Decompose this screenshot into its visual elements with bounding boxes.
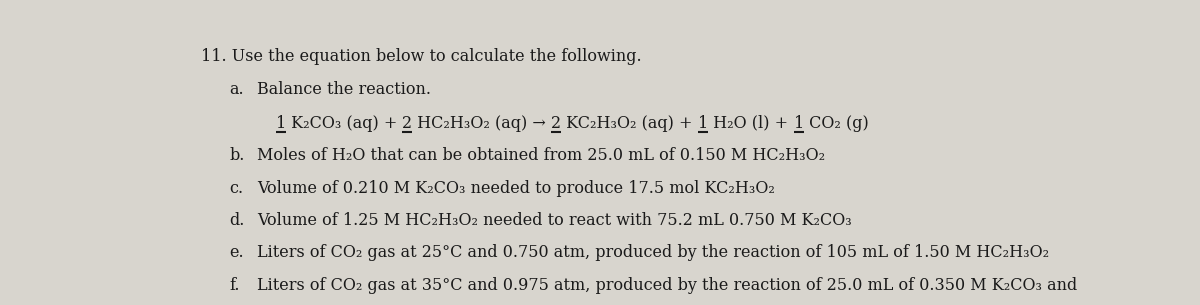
- Text: d.: d.: [229, 212, 245, 229]
- Text: 1: 1: [698, 115, 708, 132]
- Text: a.: a.: [229, 81, 244, 98]
- Text: 11. Use the equation below to calculate the following.: 11. Use the equation below to calculate …: [202, 48, 642, 65]
- Text: e.: e.: [229, 244, 244, 261]
- Text: b.: b.: [229, 147, 245, 164]
- Text: 2: 2: [402, 115, 413, 132]
- Text: HC₂H₃O₂ (aq) →: HC₂H₃O₂ (aq) →: [413, 115, 551, 132]
- Text: H₂O (l) +: H₂O (l) +: [708, 115, 793, 132]
- Text: Moles of H₂O that can be obtained from 25.0 mL of 0.150 M HC₂H₃O₂: Moles of H₂O that can be obtained from 2…: [257, 147, 826, 164]
- Text: Volume of 0.210 M K₂CO₃ needed to produce 17.5 mol KC₂H₃O₂: Volume of 0.210 M K₂CO₃ needed to produc…: [257, 180, 775, 197]
- Text: K₂CO₃ (aq) +: K₂CO₃ (aq) +: [286, 115, 402, 132]
- Text: Liters of CO₂ gas at 25°C and 0.750 atm, produced by the reaction of 105 mL of 1: Liters of CO₂ gas at 25°C and 0.750 atm,…: [257, 244, 1049, 261]
- Text: f.: f.: [229, 277, 240, 294]
- Text: 1: 1: [793, 115, 804, 132]
- Text: c.: c.: [229, 180, 244, 197]
- Text: KC₂H₃O₂ (aq) +: KC₂H₃O₂ (aq) +: [562, 115, 698, 132]
- Text: 2: 2: [551, 115, 562, 132]
- Text: Balance the reaction.: Balance the reaction.: [257, 81, 431, 98]
- Text: CO₂ (g): CO₂ (g): [804, 115, 869, 132]
- Text: Volume of 1.25 M HC₂H₃O₂ needed to react with 75.2 mL 0.750 M K₂CO₃: Volume of 1.25 M HC₂H₃O₂ needed to react…: [257, 212, 852, 229]
- Text: 1: 1: [276, 115, 286, 132]
- Text: Liters of CO₂ gas at 35°C and 0.975 atm, produced by the reaction of 25.0 mL of : Liters of CO₂ gas at 35°C and 0.975 atm,…: [257, 277, 1078, 294]
